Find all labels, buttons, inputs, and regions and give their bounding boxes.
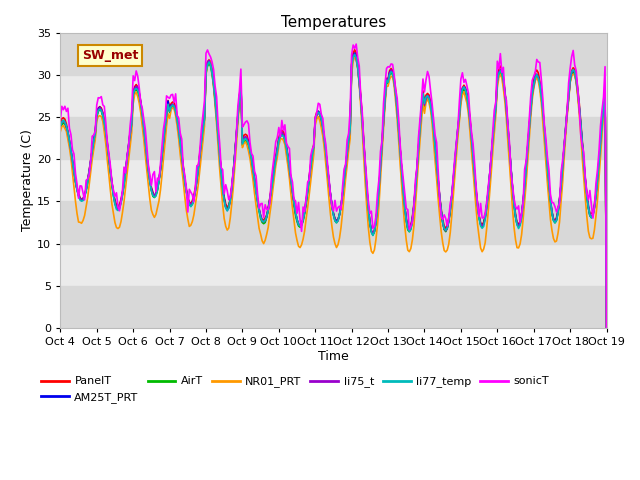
AirT [603, 325, 611, 331]
Line: AM25T_PRT: AM25T_PRT [60, 53, 607, 328]
Line: PanelT: PanelT [60, 50, 607, 327]
NR01_PRT [603, 325, 611, 331]
Text: SW_met: SW_met [82, 49, 138, 62]
NR01_PRT [369, 251, 377, 256]
NR01_PRT [56, 129, 64, 134]
Line: NR01_PRT: NR01_PRT [60, 57, 607, 328]
NR01_PRT [158, 172, 166, 178]
AirT [387, 70, 395, 75]
li75_t [399, 187, 407, 193]
Line: li75_t: li75_t [60, 54, 607, 329]
li77_temp [369, 233, 377, 239]
li77_temp [158, 153, 166, 158]
li75_t [56, 123, 64, 129]
sonicT [387, 61, 395, 67]
NR01_PRT [351, 54, 358, 60]
PanelT [72, 177, 79, 182]
NR01_PRT [399, 205, 407, 211]
sonicT [72, 171, 79, 177]
AirT [72, 179, 79, 185]
AirT [351, 53, 358, 59]
AM25T_PRT [387, 67, 395, 73]
li75_t [369, 230, 377, 236]
li75_t [72, 179, 79, 185]
sonicT [353, 41, 360, 47]
Line: AirT: AirT [60, 56, 607, 328]
AirT [369, 232, 377, 238]
li77_temp [72, 179, 79, 184]
AM25T_PRT [538, 94, 545, 100]
AM25T_PRT [603, 325, 611, 331]
li77_temp [399, 189, 407, 195]
sonicT [369, 226, 377, 231]
Bar [60, 202, 607, 244]
AirT [56, 126, 64, 132]
sonicT [399, 175, 407, 181]
Bar [60, 33, 607, 75]
li77_temp [351, 51, 358, 57]
Legend: PanelT, AM25T_PRT, AirT, NR01_PRT, li75_t, li77_temp, sonicT: PanelT, AM25T_PRT, AirT, NR01_PRT, li75_… [36, 372, 554, 408]
PanelT [369, 232, 377, 238]
li75_t [538, 91, 545, 97]
Line: li77_temp: li77_temp [60, 54, 607, 327]
li75_t [158, 153, 166, 159]
Bar [60, 286, 607, 328]
PanelT [603, 324, 611, 330]
PanelT [351, 47, 358, 53]
Bar [60, 117, 607, 159]
NR01_PRT [538, 100, 545, 106]
PanelT [158, 152, 166, 158]
li77_temp [603, 324, 611, 330]
PanelT [399, 187, 407, 193]
AirT [158, 155, 166, 160]
AM25T_PRT [399, 187, 407, 193]
li77_temp [387, 69, 395, 74]
PanelT [387, 66, 395, 72]
sonicT [56, 118, 64, 123]
sonicT [158, 143, 166, 149]
PanelT [56, 120, 64, 126]
AirT [538, 94, 545, 100]
NR01_PRT [72, 199, 79, 204]
X-axis label: Time: Time [318, 350, 349, 363]
li75_t [387, 67, 395, 73]
AirT [399, 189, 407, 194]
li77_temp [538, 94, 545, 99]
AM25T_PRT [56, 124, 64, 130]
li77_temp [56, 124, 64, 130]
AM25T_PRT [72, 178, 79, 184]
AM25T_PRT [351, 50, 358, 56]
NR01_PRT [387, 73, 395, 79]
AM25T_PRT [369, 232, 377, 238]
li75_t [603, 326, 611, 332]
Y-axis label: Temperature (C): Temperature (C) [21, 130, 35, 231]
sonicT [538, 76, 545, 82]
Line: sonicT: sonicT [60, 44, 607, 328]
Title: Temperatures: Temperatures [281, 15, 386, 30]
AM25T_PRT [158, 153, 166, 159]
sonicT [603, 325, 611, 331]
li75_t [351, 51, 358, 57]
PanelT [538, 91, 545, 96]
